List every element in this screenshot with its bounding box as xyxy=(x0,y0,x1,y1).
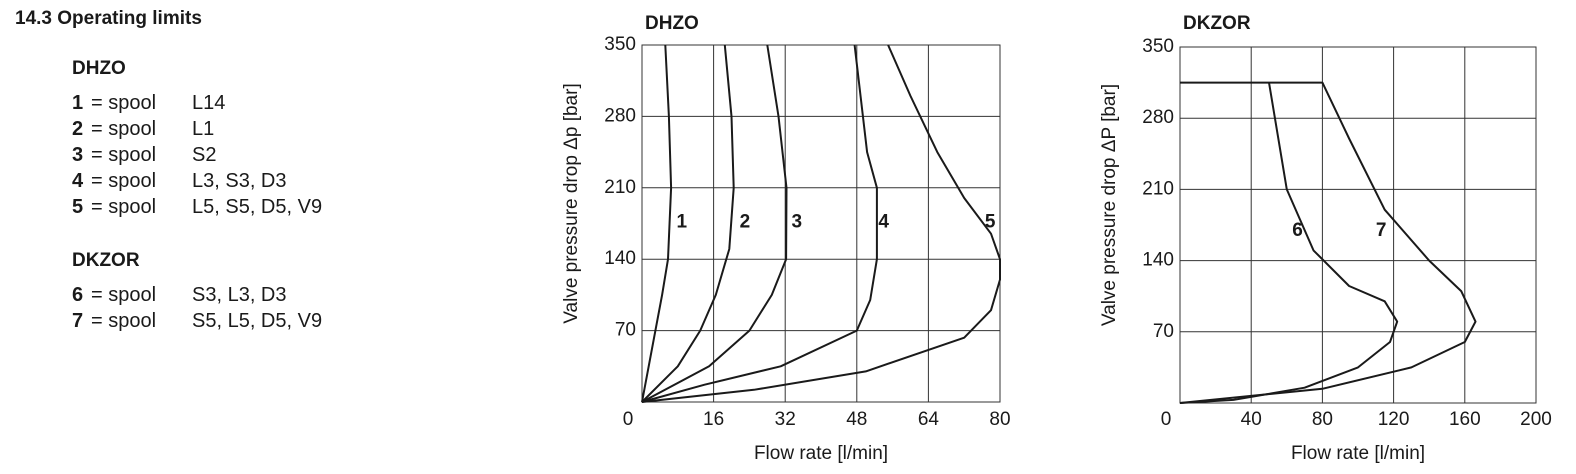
legend-spools: S3, L3, D3 xyxy=(192,284,287,306)
y-tick-label: 140 xyxy=(1142,250,1174,271)
legend-text: = spool xyxy=(91,144,157,166)
curve-label: 3 xyxy=(792,211,803,232)
legend-group-title: DHZO xyxy=(72,58,126,79)
chart-title: DHZO xyxy=(645,13,699,34)
curve xyxy=(641,44,878,403)
curve-label: 5 xyxy=(985,211,996,232)
legend-text: = spool xyxy=(91,284,157,306)
legend-key: 5 xyxy=(72,196,84,218)
x-tick-label: 32 xyxy=(775,409,796,430)
legend-key: 6 xyxy=(72,284,84,306)
legend-key: 2 xyxy=(72,118,84,140)
y-axis-label: Valve pressure drop Δp [bar] xyxy=(561,83,582,323)
y-tick-label: 140 xyxy=(604,248,636,269)
legend-text: = spool xyxy=(91,92,157,114)
x-tick-label: 40 xyxy=(1241,409,1262,430)
y-tick-label: 70 xyxy=(615,320,636,341)
curve xyxy=(641,44,788,403)
legend-key: 4 xyxy=(72,170,84,192)
legend-text: = spool xyxy=(91,170,157,192)
y-tick-label: 210 xyxy=(604,177,636,198)
legend-spools: L3, S3, D3 xyxy=(192,170,287,192)
x-tick-label: 160 xyxy=(1449,409,1481,430)
legend-text: = spool xyxy=(91,196,157,218)
legend-key: 3 xyxy=(72,144,84,166)
x-tick-label: 80 xyxy=(989,409,1010,430)
legend-text: = spool xyxy=(91,118,157,140)
legend-key: 7 xyxy=(72,310,84,332)
x-tick-label: 64 xyxy=(918,409,940,430)
curve-label: 1 xyxy=(677,211,688,232)
y-tick-label: 70 xyxy=(1153,321,1174,342)
legend-spools: L1 xyxy=(192,118,215,140)
x-tick-label: 48 xyxy=(846,409,867,430)
legend-spools: L14 xyxy=(192,92,226,114)
legend-spools: S5, L5, D5, V9 xyxy=(192,310,323,332)
curve xyxy=(1179,82,1399,404)
y-tick-label: 350 xyxy=(1142,36,1174,57)
curve-label: 4 xyxy=(878,211,889,232)
curve xyxy=(641,44,735,403)
curve-label: 2 xyxy=(740,211,751,232)
curve-label: 6 xyxy=(1292,220,1303,241)
curve xyxy=(641,44,673,403)
x-tick-label: 80 xyxy=(1312,409,1333,430)
y-tick-label: 280 xyxy=(1142,107,1174,128)
x-tick-label: 0 xyxy=(1161,409,1172,430)
x-tick-label: 0 xyxy=(623,409,634,430)
legend-spools: S2 xyxy=(192,144,217,166)
x-tick-label: 16 xyxy=(703,409,724,430)
section-title: 14.3 Operating limits xyxy=(15,8,202,29)
x-axis-label: Flow rate [l/min] xyxy=(754,443,888,464)
y-tick-label: 280 xyxy=(604,105,636,126)
legend-spools: L5, S5, D5, V9 xyxy=(192,196,323,218)
legend-key: 1 xyxy=(72,92,84,114)
curve-label: 7 xyxy=(1376,220,1387,241)
plot-frame xyxy=(1179,46,1537,404)
curve xyxy=(641,44,1001,403)
curve xyxy=(1179,81,1477,404)
y-axis-label: Valve pressure drop ΔP [bar] xyxy=(1099,84,1120,326)
legend-text: = spool xyxy=(91,310,157,332)
x-tick-label: 120 xyxy=(1378,409,1410,430)
legend-group-title: DKZOR xyxy=(72,250,140,271)
y-tick-label: 210 xyxy=(1142,178,1174,199)
y-tick-label: 350 xyxy=(604,34,636,55)
x-axis-label: Flow rate [l/min] xyxy=(1291,443,1425,464)
x-tick-label: 200 xyxy=(1520,409,1552,430)
chart-title: DKZOR xyxy=(1183,13,1251,34)
